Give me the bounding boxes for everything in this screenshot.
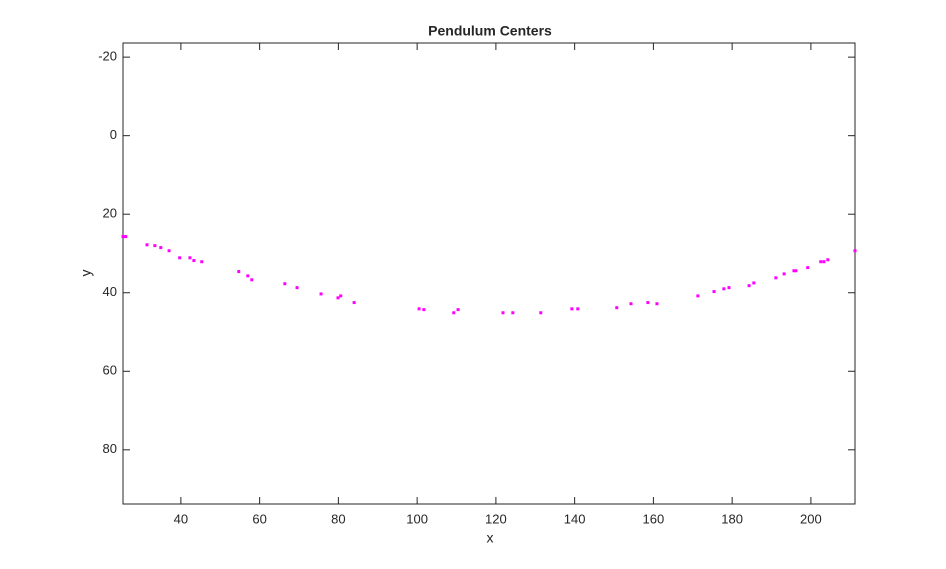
x-tick-label: 80 xyxy=(331,511,345,526)
scatter-point xyxy=(794,269,798,273)
x-tick-label: 40 xyxy=(174,511,188,526)
scatter-point xyxy=(629,302,633,306)
scatter-point xyxy=(747,284,751,288)
scatter-point xyxy=(456,308,460,312)
scatter-point xyxy=(819,260,823,264)
scatter-point xyxy=(615,306,619,310)
y-axis-label: y xyxy=(78,270,94,277)
scatter-point xyxy=(422,308,426,312)
scatter-point xyxy=(283,282,287,286)
scatter-point xyxy=(124,235,128,239)
x-tick-label: 200 xyxy=(800,511,822,526)
scatter-point xyxy=(250,278,254,282)
scatter-point xyxy=(452,311,456,315)
scatter-point xyxy=(501,311,505,315)
scatter-point xyxy=(576,307,580,311)
scatter-point xyxy=(295,286,299,290)
scatter-point xyxy=(237,270,241,274)
scatter-point xyxy=(319,292,323,296)
scatter-point xyxy=(153,244,157,248)
scatter-point xyxy=(145,243,149,247)
scatter-point xyxy=(511,311,515,315)
chart-title: Pendulum Centers xyxy=(428,23,552,39)
y-tick-label: 40 xyxy=(103,284,117,299)
scatter-point xyxy=(339,294,343,298)
scatter-point xyxy=(655,302,659,306)
scatter-point xyxy=(722,287,726,291)
scatter-point xyxy=(826,258,830,262)
plot-box xyxy=(122,42,856,505)
scatter-point xyxy=(853,249,857,253)
scatter-point xyxy=(192,259,196,263)
x-tick-label: 160 xyxy=(643,511,665,526)
scatter-point xyxy=(539,311,543,315)
y-tick-label: -20 xyxy=(98,49,117,64)
scatter-point xyxy=(417,307,421,311)
y-tick-label: 80 xyxy=(103,441,117,456)
scatter-point xyxy=(782,272,786,276)
scatter-point xyxy=(822,260,826,264)
scatter-point xyxy=(121,235,125,239)
scatter-point xyxy=(806,266,810,270)
x-tick-label: 140 xyxy=(564,511,586,526)
scatter-point xyxy=(646,301,650,305)
y-tick-label: 60 xyxy=(103,363,117,378)
scatter-point xyxy=(178,256,182,260)
scatter-point xyxy=(352,301,356,305)
scatter-point xyxy=(188,256,192,260)
y-tick-label: 0 xyxy=(110,127,117,142)
scatter-point xyxy=(336,296,340,300)
scatter-point xyxy=(570,307,574,311)
scatter-point xyxy=(200,260,204,264)
x-axis-label: x xyxy=(487,530,494,546)
scatter-point xyxy=(752,281,756,285)
scatter-point xyxy=(159,246,163,250)
scatter-point xyxy=(774,276,778,280)
scatter-point xyxy=(727,286,731,290)
scatter-point xyxy=(792,269,796,273)
x-tick-label: 180 xyxy=(721,511,743,526)
x-tick-label: 60 xyxy=(252,511,266,526)
scatter-point xyxy=(246,274,250,278)
x-tick-label: 120 xyxy=(485,511,507,526)
scatter-point xyxy=(167,249,171,253)
x-tick-label: 100 xyxy=(406,511,428,526)
scatter-point xyxy=(712,290,716,294)
scatter-point xyxy=(696,294,700,298)
y-tick-label: 20 xyxy=(103,206,117,221)
